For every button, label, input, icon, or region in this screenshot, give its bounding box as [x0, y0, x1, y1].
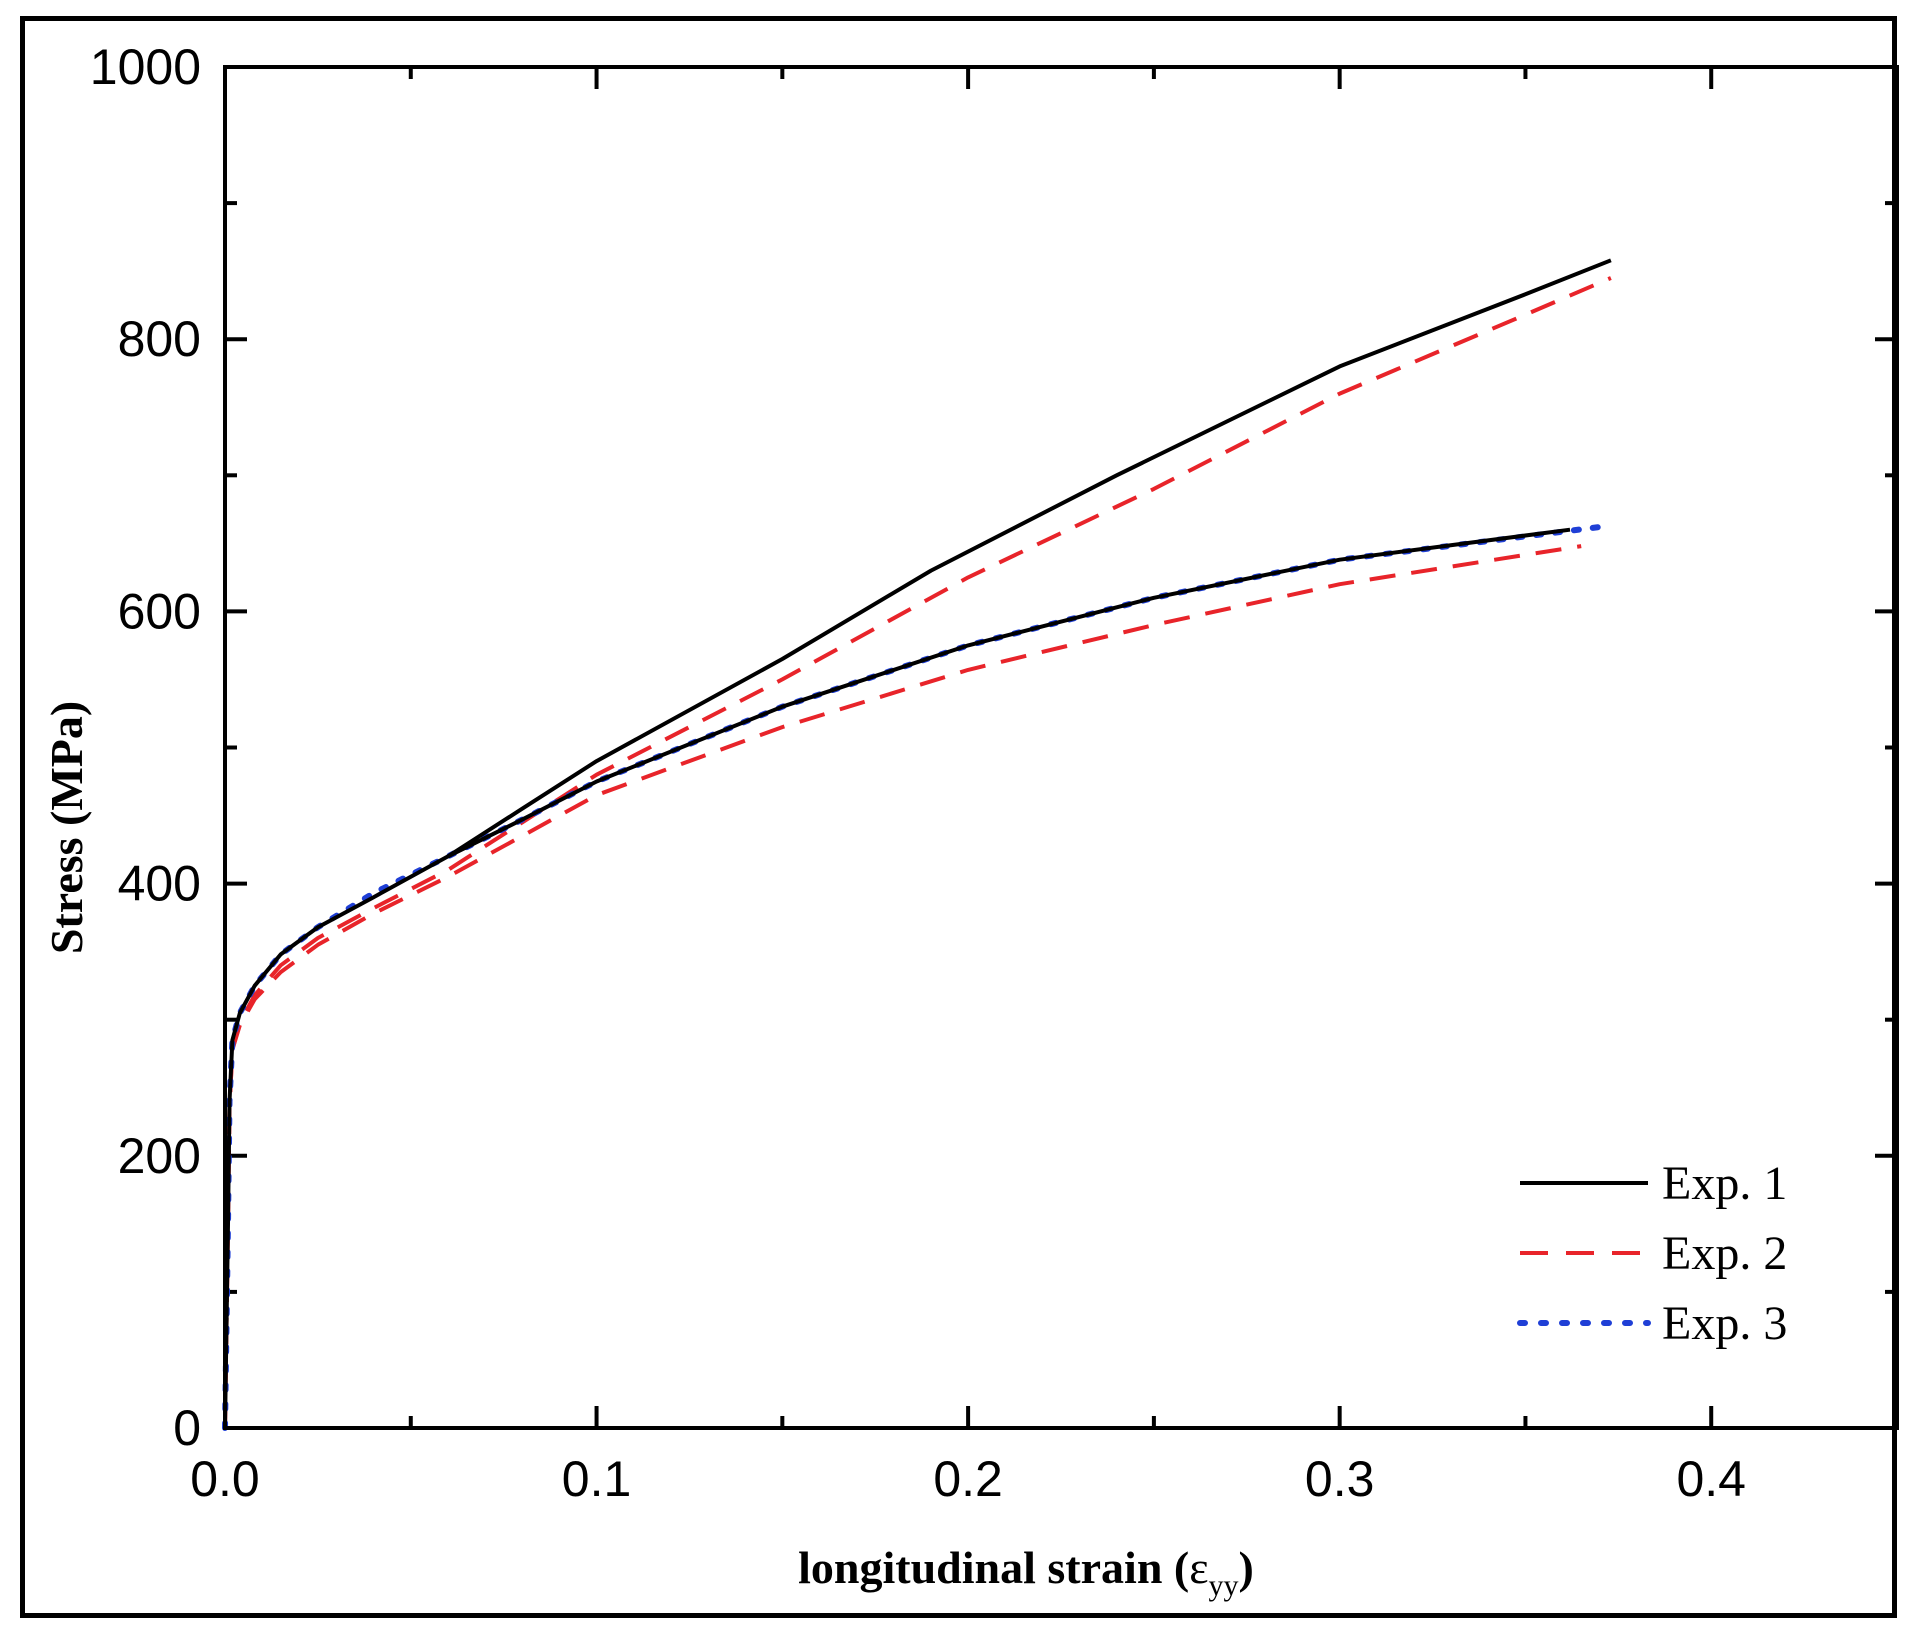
x-axis-title: longitudinal strain (εyy): [798, 1542, 1254, 1602]
legend: Exp. 1 Exp. 2 Exp. 3: [1517, 1157, 1787, 1350]
series-line-exp-1: [223, 258, 1612, 1429]
series-line-exp-2-lower: [223, 544, 1582, 1429]
y-tick-label: 200: [118, 1128, 201, 1184]
x-axis-title-subscript: yy: [1209, 1569, 1239, 1602]
figure-frame: [20, 16, 1897, 1618]
plot-area: [223, 65, 1899, 1430]
x-tick-label: 0.0: [190, 1451, 260, 1507]
series-line-exp-1-lower: [447, 527, 1571, 859]
x-axis-title-close: ): [1239, 1542, 1254, 1593]
x-axis-title-text: longitudinal strain (: [798, 1542, 1189, 1593]
legend-label: Exp. 1: [1662, 1157, 1787, 1210]
x-tick-label: 0.3: [1305, 1451, 1375, 1507]
y-tick-label: 400: [118, 856, 201, 912]
x-tick-label: 0.4: [1676, 1451, 1746, 1507]
y-tick-label: 600: [118, 583, 201, 639]
x-tick-label: 0.2: [933, 1451, 1003, 1507]
y-tick-label: 0: [173, 1400, 201, 1456]
y-tick-label: 1000: [90, 39, 201, 95]
legend-label: Exp. 3: [1662, 1297, 1787, 1350]
y-tick-label: 800: [118, 311, 201, 367]
x-tick-label: 0.1: [562, 1451, 632, 1507]
legend-label: Exp. 2: [1662, 1227, 1787, 1280]
y-axis-title: Stress (MPa): [41, 701, 92, 954]
x-axis-title-symbol: ε: [1189, 1542, 1208, 1593]
series-line-exp-2-upper: [223, 276, 1612, 1429]
